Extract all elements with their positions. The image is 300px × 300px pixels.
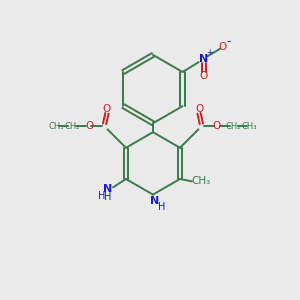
Text: O: O: [195, 103, 203, 113]
Text: +: +: [206, 48, 212, 57]
Text: N: N: [150, 196, 159, 206]
Text: O: O: [85, 122, 93, 131]
Text: N: N: [199, 54, 208, 64]
Text: H: H: [158, 202, 165, 212]
Text: CH₃: CH₃: [49, 122, 64, 131]
Text: CH₂: CH₂: [65, 122, 80, 131]
Text: CH₃: CH₃: [191, 176, 210, 186]
Text: H: H: [104, 192, 112, 202]
Text: O: O: [103, 103, 111, 113]
Text: O: O: [218, 42, 226, 52]
Text: H: H: [98, 191, 106, 201]
Text: CH₂: CH₂: [226, 122, 241, 131]
Text: O: O: [213, 122, 221, 131]
Text: O: O: [200, 71, 208, 81]
Text: CH₃: CH₃: [242, 122, 257, 131]
Text: -: -: [227, 35, 231, 49]
Text: N: N: [103, 184, 113, 194]
